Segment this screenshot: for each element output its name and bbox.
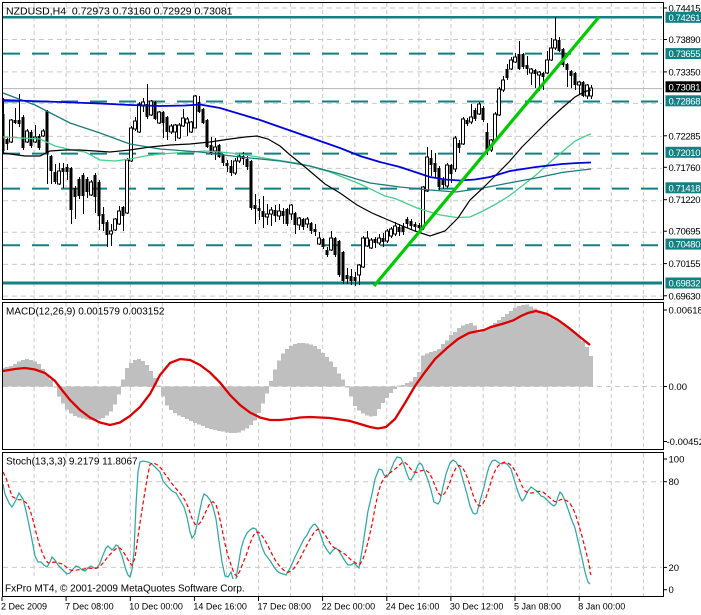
svg-text:0.69832: 0.69832 bbox=[669, 279, 701, 290]
svg-text:0.71220: 0.71220 bbox=[669, 195, 701, 206]
svg-text:0.69630: 0.69630 bbox=[669, 291, 701, 302]
svg-text:Stoch(13,3,3) 9.2179 11.8067: Stoch(13,3,3) 9.2179 11.8067 bbox=[6, 457, 138, 468]
svg-text:2 Dec 2009: 2 Dec 2009 bbox=[1, 602, 47, 612]
svg-text:0.71760: 0.71760 bbox=[669, 163, 701, 174]
svg-text:30 Dec 12:00: 30 Dec 12:00 bbox=[450, 602, 504, 612]
svg-text:22 Dec 00:00: 22 Dec 00:00 bbox=[322, 602, 376, 612]
svg-text:0.72285: 0.72285 bbox=[669, 131, 701, 142]
svg-text:0.72010: 0.72010 bbox=[669, 148, 701, 159]
svg-text:80: 80 bbox=[669, 477, 680, 488]
svg-text:0: 0 bbox=[669, 585, 674, 596]
svg-text:NZDUSD,H4 0.72973 0.73160 0.7: NZDUSD,H4 0.72973 0.73160 0.72929 0.7308… bbox=[6, 6, 233, 18]
svg-text:0.00618: 0.00618 bbox=[669, 306, 701, 317]
svg-text:10 Dec 00:00: 10 Dec 00:00 bbox=[129, 602, 183, 612]
svg-text:0.70695: 0.70695 bbox=[669, 227, 701, 238]
svg-text:0.70480: 0.70480 bbox=[669, 240, 701, 251]
svg-text:0.74415: 0.74415 bbox=[669, 4, 701, 15]
svg-text:MACD(12,26,9) 0.001579 0.00315: MACD(12,26,9) 0.001579 0.003152 bbox=[6, 307, 165, 318]
svg-text:-0.00452: -0.00452 bbox=[667, 437, 701, 448]
svg-text:0.72868: 0.72868 bbox=[669, 96, 701, 107]
svg-text:0.70155: 0.70155 bbox=[669, 259, 701, 270]
svg-text:14 Dec 16:00: 14 Dec 16:00 bbox=[193, 602, 247, 612]
svg-text:8 Jan 00:00: 8 Jan 00:00 bbox=[578, 602, 625, 612]
svg-text:0.73081: 0.73081 bbox=[669, 82, 701, 93]
svg-text:0.73890: 0.73890 bbox=[669, 35, 701, 46]
svg-text:0.73655: 0.73655 bbox=[669, 49, 701, 60]
svg-text:20: 20 bbox=[669, 563, 680, 574]
svg-text:0.71418: 0.71418 bbox=[669, 183, 701, 194]
svg-text:5 Jan 08:00: 5 Jan 08:00 bbox=[514, 602, 561, 612]
svg-text:17 Dec 08:00: 17 Dec 08:00 bbox=[258, 602, 312, 612]
svg-text:0.73350: 0.73350 bbox=[669, 67, 701, 78]
svg-text:24 Dec 16:00: 24 Dec 16:00 bbox=[386, 602, 440, 612]
svg-text:7 Dec 08:00: 7 Dec 08:00 bbox=[65, 602, 114, 612]
svg-text:0.74261: 0.74261 bbox=[669, 13, 701, 24]
svg-text:FxPro MT4, © 2001-2009 MetaQuo: FxPro MT4, © 2001-2009 MetaQuotes Softwa… bbox=[5, 584, 245, 595]
svg-text:100: 100 bbox=[669, 455, 685, 466]
svg-text:0.00: 0.00 bbox=[669, 382, 688, 393]
